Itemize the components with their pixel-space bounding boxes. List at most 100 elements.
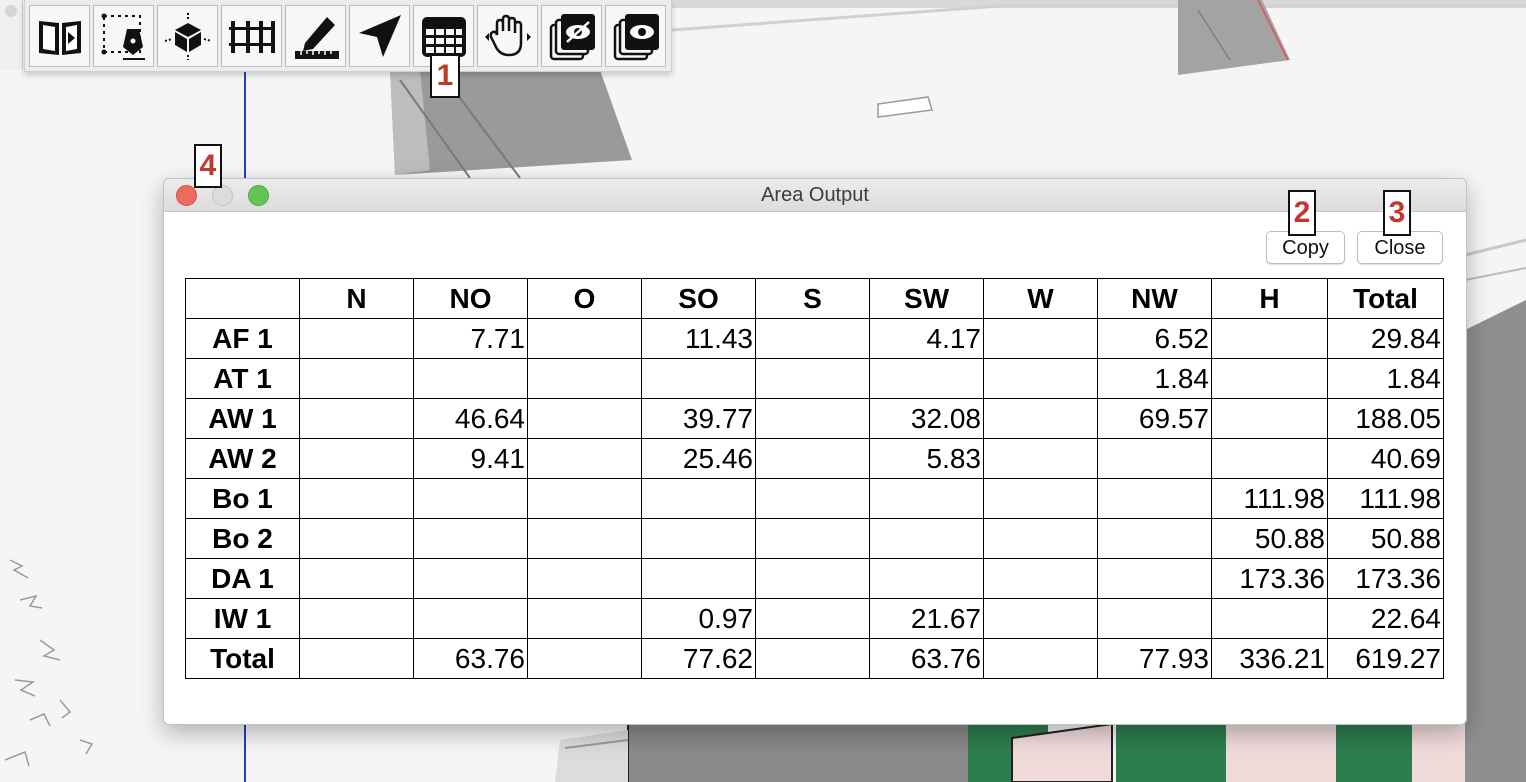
table-cell: [755, 518, 870, 559]
table-cell: 1.84: [1327, 358, 1444, 399]
box-move-icon: [164, 12, 211, 60]
table-cell: 29.84: [1327, 318, 1444, 359]
table-cell: 77.62: [641, 638, 756, 679]
tool-fence[interactable]: [221, 4, 282, 67]
window-titlebar[interactable]: Area Output: [164, 179, 1466, 212]
table-cell: 77.93: [1097, 638, 1212, 679]
table-cell: 9.41: [413, 438, 528, 479]
table-cell: [755, 558, 870, 599]
table-cell: [527, 478, 642, 519]
table-cell: 111.98: [1327, 478, 1444, 519]
table-cell: [755, 398, 870, 439]
table-cell: [299, 598, 414, 639]
table-cell: [869, 478, 984, 519]
table-cell: [983, 518, 1098, 559]
callout-marker-3: 3: [1383, 190, 1411, 236]
tool-dashed-pen[interactable]: [93, 4, 154, 67]
tool-book-play[interactable]: [29, 4, 90, 67]
row-header: Bo 1: [185, 478, 300, 519]
table-row: Bo 2 50.88 50.88: [185, 518, 1444, 559]
table-cell: [983, 438, 1098, 479]
row-header: Total: [185, 638, 300, 679]
hand-icon: [484, 14, 531, 56]
table-row: AF 1 7.71 11.43 4.17 6.52 29.84: [185, 318, 1444, 359]
table-cell: [527, 598, 642, 639]
table-cell: 69.57: [1097, 398, 1212, 439]
tool-pencil-ruler[interactable]: [285, 4, 346, 67]
callout-marker-2: 2: [1288, 190, 1316, 236]
column-header: N: [299, 278, 414, 319]
table-cell: [1097, 518, 1212, 559]
table-cell: [983, 478, 1098, 519]
table-cell: [755, 638, 870, 679]
row-header: AT 1: [185, 358, 300, 399]
table-cell: [413, 558, 528, 599]
table-cell: 619.27: [1327, 638, 1444, 679]
table-cell: 188.05: [1327, 398, 1444, 439]
callout-marker-4: 4: [194, 144, 222, 188]
window-zoom-button[interactable]: [248, 185, 269, 206]
table-cell: [641, 558, 756, 599]
table-cell: [1097, 438, 1212, 479]
callout-marker-1: 1: [430, 54, 460, 98]
row-header: AF 1: [185, 318, 300, 359]
table-cell: [1097, 558, 1212, 599]
column-header: Total: [1327, 278, 1444, 319]
table-cell: 22.64: [1327, 598, 1444, 639]
tool-hide-layers[interactable]: [541, 4, 602, 67]
table-cell: [1211, 598, 1328, 639]
navigation-arrow-icon: [358, 14, 401, 57]
table-cell: [641, 478, 756, 519]
table-cell: [641, 358, 756, 399]
table-cell: [527, 558, 642, 599]
tool-table[interactable]: [413, 4, 474, 67]
table-cell: 4.17: [869, 318, 984, 359]
table-cell: 11.43: [641, 318, 756, 359]
table-cell: [1211, 438, 1328, 479]
table-cell: 173.36: [1327, 558, 1444, 599]
table-cell: 7.71: [413, 318, 528, 359]
book-play-icon: [38, 20, 81, 55]
table-cell: [755, 438, 870, 479]
table-cell: [527, 518, 642, 559]
table-cell: 40.69: [1327, 438, 1444, 479]
table-cell: [299, 558, 414, 599]
close-button[interactable]: Close: [1357, 231, 1443, 264]
row-header: Bo 2: [185, 518, 300, 559]
table-cell: 173.36: [1211, 558, 1328, 599]
table-cell: 336.21: [1211, 638, 1328, 679]
window-minimize-button[interactable]: [212, 185, 233, 206]
table-cell: [755, 358, 870, 399]
column-header: NO: [413, 278, 528, 319]
copy-button[interactable]: Copy: [1266, 231, 1345, 264]
column-header: W: [983, 278, 1098, 319]
column-header: NW: [1097, 278, 1212, 319]
table-cell: 39.77: [641, 398, 756, 439]
table-cell: [869, 558, 984, 599]
column-header: S: [755, 278, 870, 319]
table-cell: [299, 518, 414, 559]
table-cell: [413, 518, 528, 559]
table-cell: [299, 318, 414, 359]
table-cell: [527, 398, 642, 439]
tool-show-layers[interactable]: [605, 4, 666, 67]
tool-hand[interactable]: [477, 4, 538, 67]
table-cell: [869, 518, 984, 559]
table-row: AW 1 46.64 39.77 32.08 69.57 188.05: [185, 398, 1444, 439]
table-cell: [983, 318, 1098, 359]
fence-icon: [228, 20, 275, 53]
table-cell: [983, 598, 1098, 639]
table-cell: 5.83: [869, 438, 984, 479]
area-output-window: Area Output Copy Close N NO O SO S SW W …: [163, 178, 1467, 725]
table-cell: [527, 438, 642, 479]
table-cell: 32.08: [869, 398, 984, 439]
table-cell: [413, 478, 528, 519]
table-row: IW 1 0.97 21.67 22.64: [185, 598, 1444, 639]
tool-navigate[interactable]: [349, 4, 410, 67]
table-cell: 50.88: [1327, 518, 1444, 559]
table-cell: [983, 358, 1098, 399]
tool-box-move[interactable]: [157, 4, 218, 67]
table-cell: [1211, 358, 1328, 399]
table-cell: [527, 638, 642, 679]
window-close-button[interactable]: [176, 185, 197, 206]
